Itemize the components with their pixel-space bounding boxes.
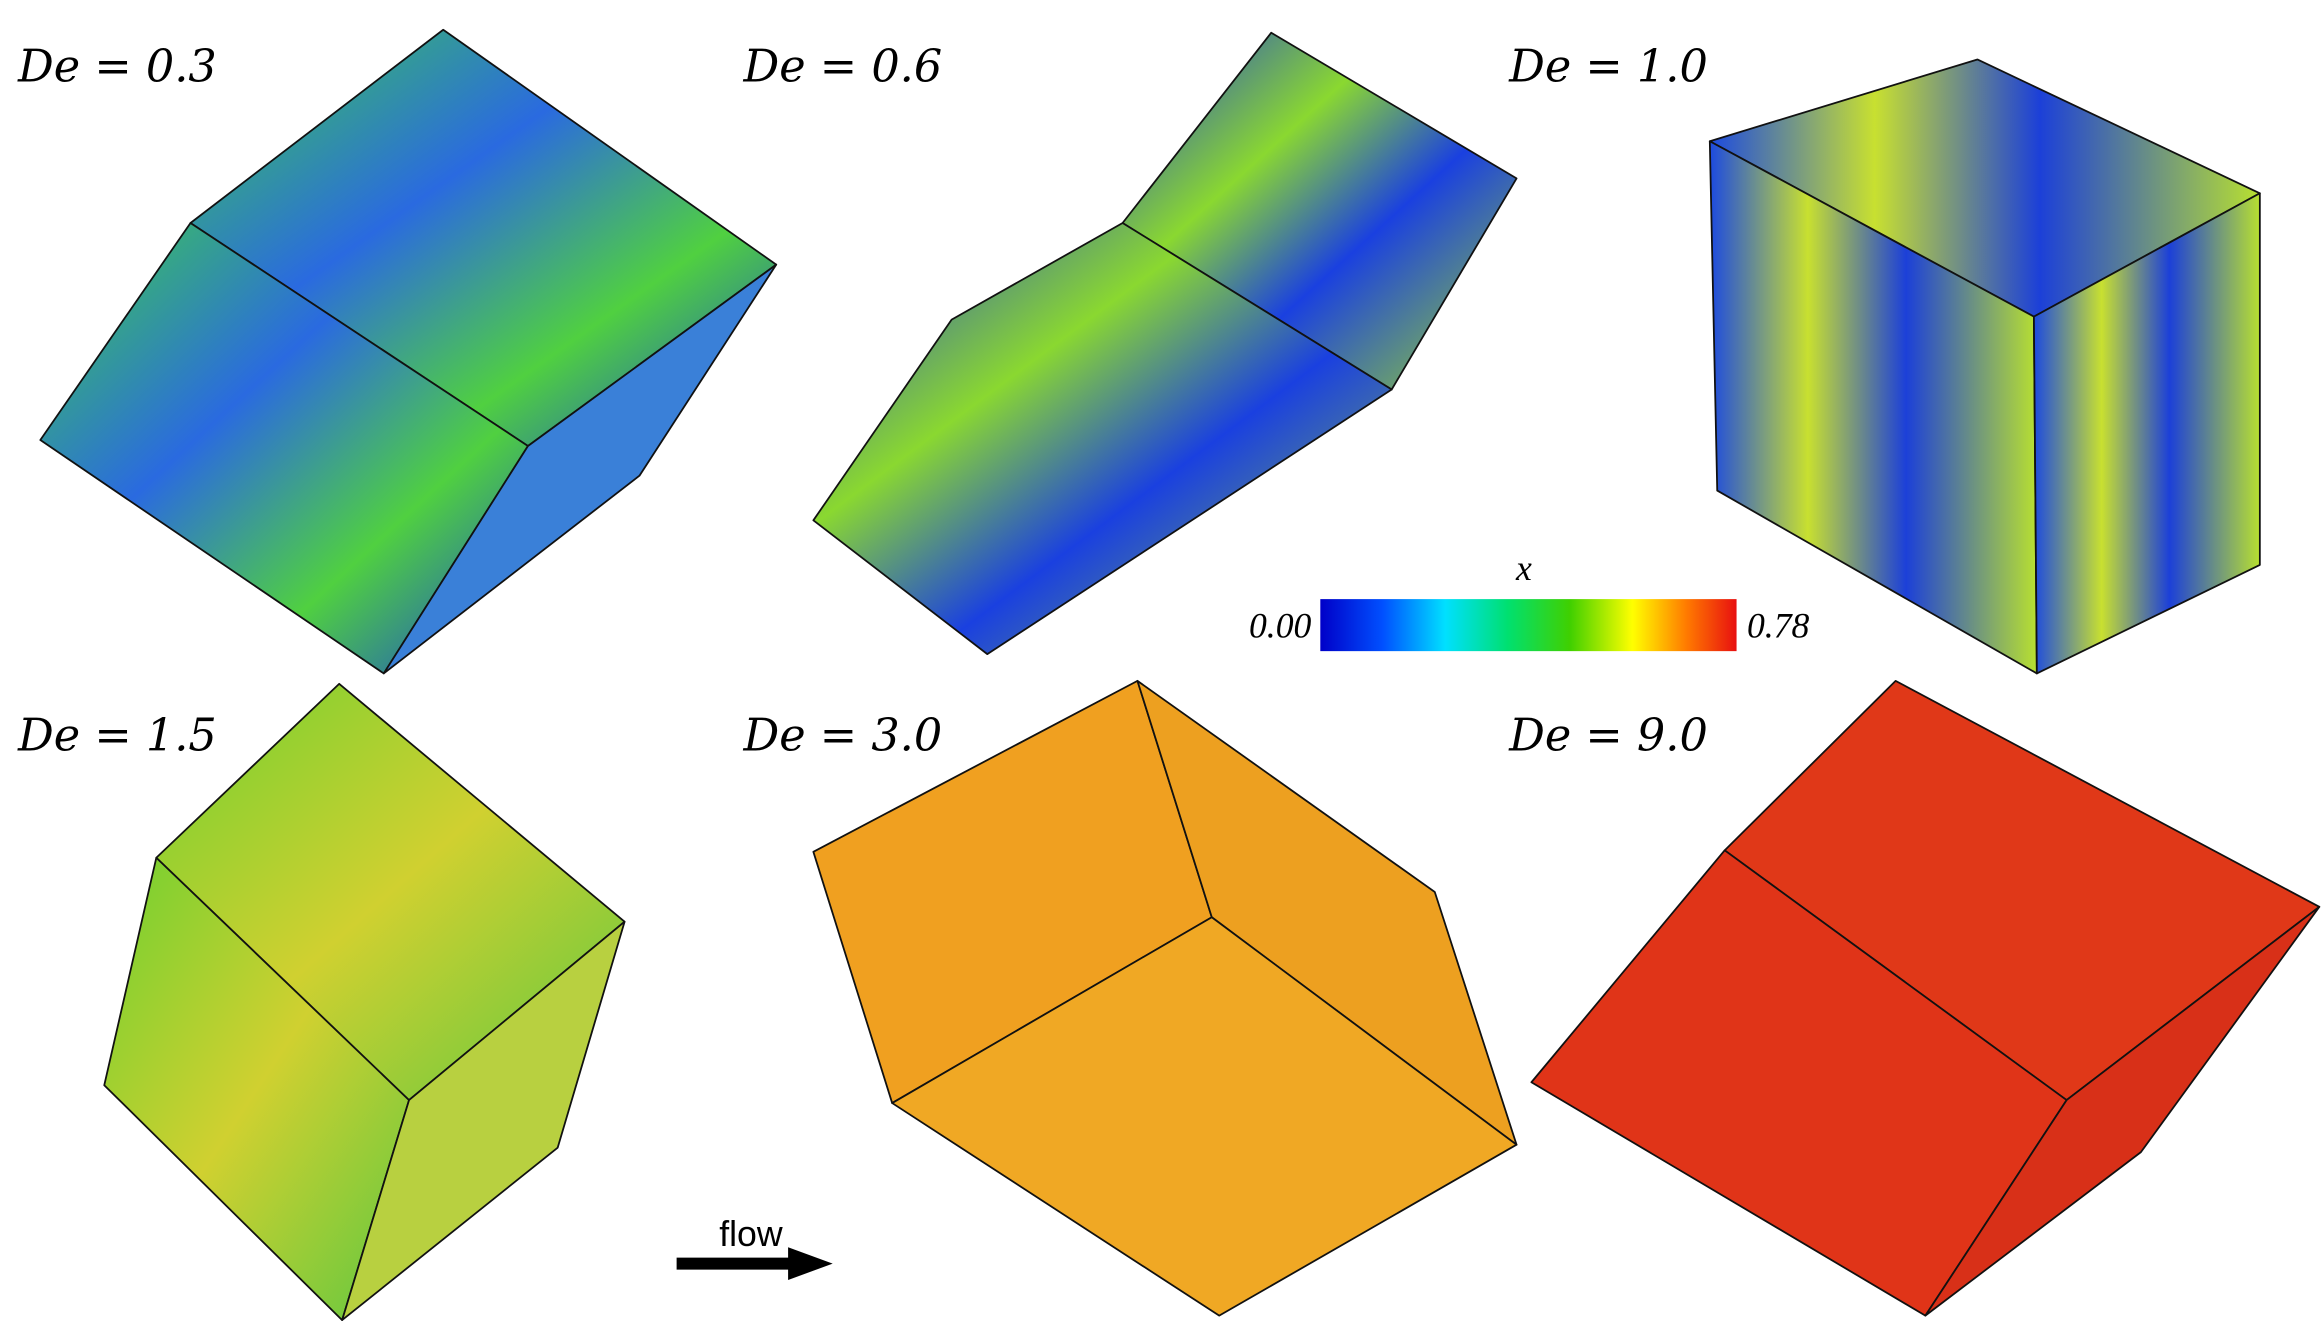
cube-face bbox=[1924, 905, 2321, 1317]
arrow-label: flow bbox=[719, 1214, 783, 1254]
cube-face bbox=[382, 263, 778, 675]
cube-face bbox=[812, 222, 1393, 655]
panel-label: De = 0.6 bbox=[743, 41, 943, 93]
panel-label: De = 0.3 bbox=[17, 41, 217, 93]
panel-label: De = 1.0 bbox=[1508, 41, 1708, 93]
panel-label: De = 1.5 bbox=[17, 710, 217, 762]
cube bbox=[1708, 58, 2261, 675]
cube-face bbox=[341, 920, 626, 1321]
colorbar-gradient bbox=[1320, 599, 1737, 652]
cube bbox=[1530, 679, 2321, 1317]
cube bbox=[812, 31, 1518, 655]
cube-face bbox=[891, 916, 1518, 1317]
flow-arrow: flow bbox=[676, 1214, 833, 1280]
panel-label: De = 3.0 bbox=[743, 710, 943, 762]
colorbar-title: x bbox=[1515, 548, 1532, 588]
cube bbox=[812, 679, 1518, 1317]
cube-face bbox=[2032, 192, 2261, 675]
colorbar-min: 0.00 bbox=[1249, 606, 1312, 646]
colorbar: x 0.00 0.78 bbox=[1249, 548, 1810, 652]
cube bbox=[39, 28, 778, 675]
arrow-head bbox=[788, 1247, 833, 1280]
cube bbox=[103, 682, 626, 1321]
colorbar-max: 0.78 bbox=[1747, 606, 1810, 646]
panel-label: De = 9.0 bbox=[1508, 710, 1708, 762]
